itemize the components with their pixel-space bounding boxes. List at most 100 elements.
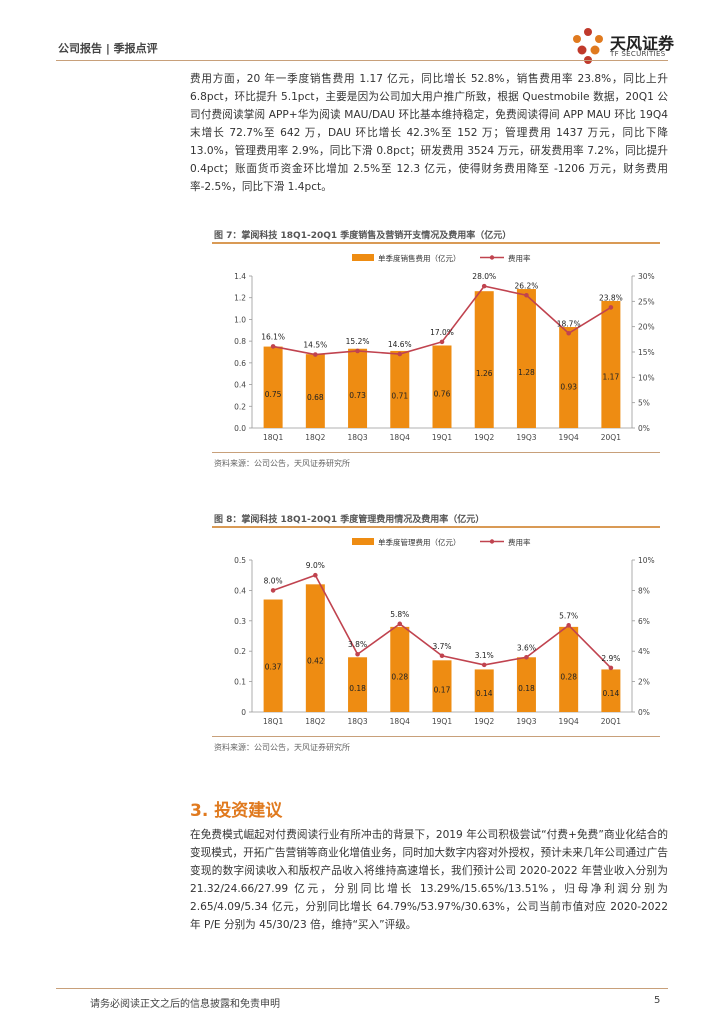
left-tick-label: 0.2 [234,647,246,656]
left-tick-label: 0.4 [234,381,246,390]
rate-point [313,352,318,357]
logo-subtitle: TF SECURITIES [610,50,666,58]
expense-paragraph-text: 费用方面，20 年一季度销售费用 1.17 亿元，同比增长 52.8%，销售费用… [190,73,668,193]
bar [348,348,368,428]
left-tick-label: 0.3 [234,617,246,626]
bar-value-label: 0.73 [349,391,366,400]
right-tick-label: 10% [638,556,655,565]
x-tick-label: 20Q1 [601,717,621,726]
bar [474,291,494,428]
left-tick-label: 0 [241,708,246,717]
bar [263,599,283,712]
logo-name: 天风证券 [610,34,675,53]
rate-label: 28.0% [472,272,496,281]
bar-value-label: 0.71 [391,392,408,401]
legend-line-label: 费用率 [508,253,531,263]
right-tick-label: 5% [638,399,650,408]
legend-bar-swatch [352,254,374,261]
investment-paragraph: 在免费模式崛起对付费阅读行业有所冲击的背景下，2019 年公司积极尝试“付费+免… [190,826,668,934]
figure7-bottom-rule [212,452,660,453]
x-tick-label: 19Q3 [516,433,536,442]
page-number: 5 [654,995,661,1006]
rate-point [524,654,529,660]
x-tick-label: 18Q2 [305,717,325,726]
rate-label: 3.1% [475,651,494,660]
right-tick-label: 4% [638,647,650,656]
rate-point [313,572,318,578]
rate-point [270,588,276,593]
bar [474,669,494,712]
rate-label: 14.6% [388,340,412,349]
x-tick-label: 19Q1 [432,717,452,726]
tf-securities-logo: 天风证券 TF SECURITIES [568,26,680,66]
x-tick-label: 18Q1 [263,433,283,442]
right-tick-label: 6% [638,617,650,626]
rate-label: 23.8% [599,293,623,302]
bar [601,300,621,428]
bar-value-label: 1.28 [518,368,535,377]
sales-expense-chart: 单季度销售费用（亿元） 费用率 0.0 0.2 0.4 0.6 0.8 1.0 1.2 1.4 0%… [234,253,655,442]
bar [432,345,452,428]
rate-point [397,621,403,627]
bar [432,660,452,712]
bar-value-label: 0.18 [518,684,535,693]
rate-point [481,662,487,668]
x-tick-label: 19Q3 [516,717,536,726]
rate-label: 5.7% [559,611,578,620]
admin-expense-chart: 单季度管理费用（亿元） 费用率 0 0.1 0.2 0.3 0.4 0.5 0% 2% 4% 6% 8%… [234,537,655,726]
bar-value-label: 0.75 [265,390,282,399]
x-tick-label: 18Q4 [390,717,410,726]
bar-value-label: 0.68 [307,393,324,402]
figure8-title: 图 8：掌阅科技 18Q1-20Q1 季度管理费用情况及费用率（亿元） [214,515,485,525]
report-type-label: 公司报告 | 季报点评 [58,42,158,55]
rate-point [524,292,529,298]
rate-point [397,351,403,357]
legend-bar-swatch [352,538,374,545]
x-tick-label: 18Q4 [390,433,410,442]
legend-bar-label: 单季度管理费用（亿元） [378,537,461,547]
left-tick-label: 0.0 [234,424,246,433]
bar-value-label: 0.28 [391,673,408,682]
figure7-top-rule [212,242,660,244]
bar [348,657,368,712]
rate-label: 2.9% [601,654,620,663]
right-tick-label: 2% [638,678,650,687]
x-tick-label: 19Q1 [432,433,452,442]
rate-point [355,651,360,657]
footer-divider [56,988,668,989]
rate-label: 5.8% [390,610,409,619]
legend-bar-label: 单季度销售费用（亿元） [378,253,461,263]
left-tick-label: 0.5 [234,556,246,565]
rate-label: 26.2% [515,281,539,290]
left-tick-label: 1.2 [234,294,246,303]
bar [305,354,325,428]
right-tick-label: 0% [638,424,650,433]
rate-label: 3.8% [348,640,367,649]
bar [516,289,536,428]
bar-value-label: 0.42 [307,656,324,665]
rate-point [566,330,571,336]
bar-value-label: 0.76 [434,390,451,399]
x-tick-label: 19Q4 [559,717,579,726]
rate-point [608,305,614,310]
rate-point [439,339,445,345]
legend-line-label: 费用率 [508,537,531,547]
x-tick-label: 18Q2 [305,433,325,442]
right-tick-label: 25% [638,297,655,306]
figure8-source: 资料来源：公司公告，天风证券研究所 [214,743,350,752]
figure8-top-rule [212,526,660,528]
rate-label: 3.6% [517,643,536,652]
bar-value-label: 0.28 [560,673,577,682]
bar [601,669,621,712]
figure8-bottom-rule [212,736,660,737]
x-tick-label: 19Q4 [559,433,579,442]
left-tick-label: 0.2 [234,402,246,411]
x-tick-label: 20Q1 [601,433,621,442]
right-tick-label: 15% [638,348,655,357]
bar-value-label: 0.18 [349,684,366,693]
bar-value-label: 0.17 [434,685,451,694]
left-tick-label: 1.4 [234,272,246,281]
rate-label: 17.0% [430,328,454,337]
rate-point [355,348,360,354]
bar [390,350,410,428]
